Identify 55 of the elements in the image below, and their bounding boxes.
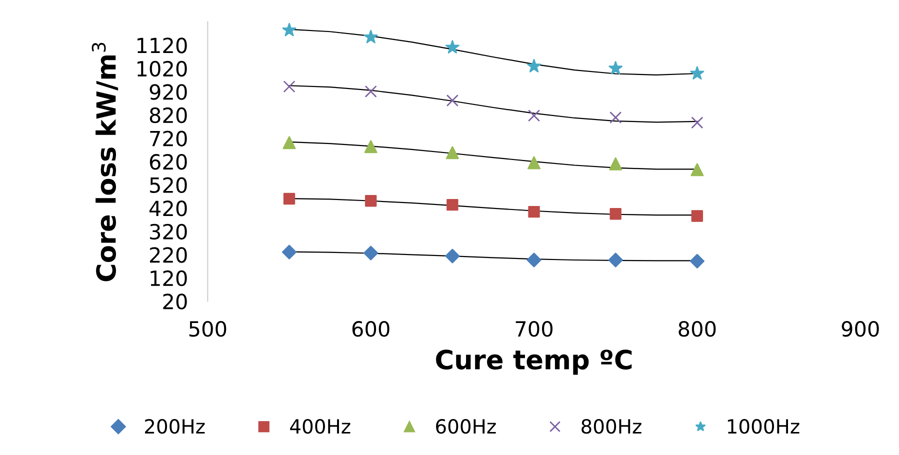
- point: [526, 252, 542, 268]
- point: [610, 208, 622, 220]
- x-axis-title: Cure temp ºC: [436, 350, 632, 375]
- point: [364, 30, 378, 44]
- point: [283, 80, 296, 93]
- point: [528, 156, 541, 170]
- point: [283, 192, 296, 205]
- legend-label: 800Hz: [582, 419, 642, 434]
- line-series: [288, 85, 698, 123]
- point: [364, 246, 378, 260]
- y-tick-label: 1120: [137, 38, 187, 54]
- point: [282, 244, 297, 260]
- y-tick-label: 120: [150, 270, 187, 286]
- point: [527, 59, 541, 72]
- legend-label: 200Hz: [145, 419, 205, 434]
- x-tick-label: 600: [352, 321, 390, 337]
- point: [690, 163, 704, 176]
- point: [691, 116, 704, 129]
- point: [282, 136, 296, 150]
- point: [608, 61, 623, 74]
- legend-label: 1000Hz: [728, 419, 800, 434]
- x-tick-label: 700: [516, 321, 553, 337]
- y-tick-label: 20: [163, 294, 187, 310]
- legend-label: 600Hz: [436, 419, 496, 434]
- x-tick-label: 500: [189, 321, 226, 337]
- y-tick-label: 720: [150, 130, 187, 146]
- y-tick-label: 320: [150, 224, 187, 240]
- point: [690, 66, 704, 80]
- point: [364, 195, 377, 207]
- y-tick-label: 520: [150, 177, 187, 194]
- y-tick-label: 920: [150, 84, 187, 100]
- point: [691, 210, 704, 222]
- x-tick-label: 900: [842, 321, 879, 337]
- point: [446, 146, 459, 160]
- x-tick-label: 800: [678, 321, 716, 337]
- point: [446, 198, 458, 211]
- point: [282, 22, 296, 36]
- point: [364, 85, 377, 98]
- point: [445, 40, 460, 54]
- point: [445, 248, 460, 264]
- y-tick-label: 220: [150, 247, 187, 263]
- legend-label: 400Hz: [290, 419, 350, 434]
- y-tick-label: 420: [149, 200, 187, 216]
- point: [528, 206, 540, 218]
- point: [446, 94, 458, 107]
- point: [609, 157, 622, 170]
- point: [690, 254, 704, 268]
- point: [528, 110, 540, 122]
- y-tick-label: 620: [150, 154, 187, 170]
- y-axis-title: Core loss kW/m$^{3}$: [92, 42, 118, 282]
- point: [608, 252, 623, 268]
- point: [364, 140, 378, 154]
- y-tick-label: 1020: [137, 60, 187, 77]
- point: [610, 111, 622, 124]
- y-tick-label: 820: [150, 107, 187, 124]
